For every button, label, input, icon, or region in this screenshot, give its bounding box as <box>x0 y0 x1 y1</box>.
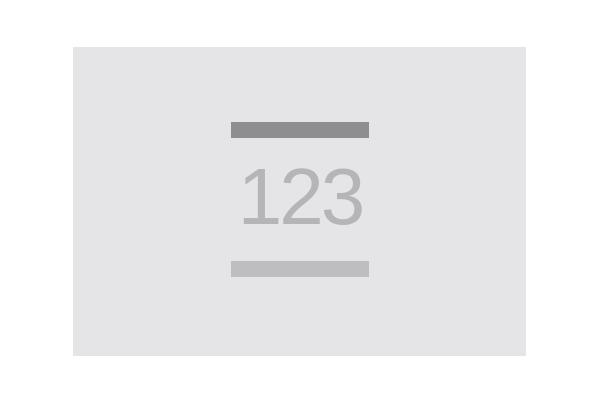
top-bar <box>231 122 369 138</box>
number-placeholder-tile: 123 <box>73 47 526 356</box>
bottom-bar <box>231 261 369 277</box>
number-label: 123 <box>237 152 365 241</box>
